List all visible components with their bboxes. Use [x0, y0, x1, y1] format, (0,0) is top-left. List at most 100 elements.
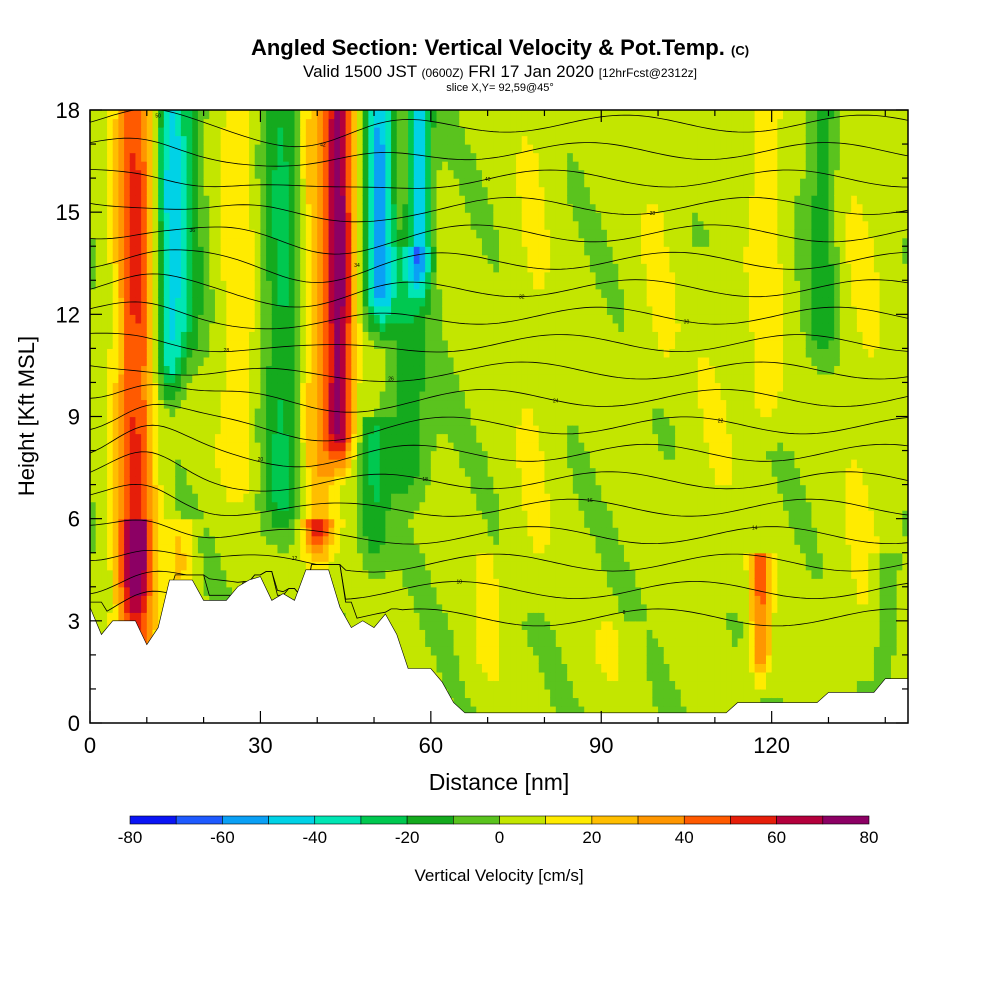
velocity-cell — [328, 220, 335, 230]
velocity-cell — [368, 212, 375, 222]
velocity-cell — [408, 110, 415, 120]
velocity-cell — [163, 144, 171, 154]
velocity-cell — [260, 169, 267, 179]
velocity-cell — [442, 433, 449, 443]
velocity-cell — [101, 399, 108, 409]
velocity-cell — [237, 467, 244, 477]
velocity-cell — [220, 246, 227, 256]
velocity-cell — [328, 569, 335, 579]
velocity-cell — [175, 246, 182, 256]
velocity-cell — [476, 407, 483, 418]
velocity-cell — [368, 356, 375, 367]
velocity-cell — [197, 212, 205, 222]
velocity-cell — [442, 237, 449, 247]
velocity-cell — [197, 382, 205, 392]
velocity-cell — [459, 339, 466, 349]
velocity-cell — [334, 450, 341, 460]
velocity-cell — [249, 518, 256, 528]
velocity-cell — [436, 373, 443, 384]
velocity-cell — [345, 305, 352, 315]
velocity-cell — [101, 237, 108, 247]
velocity-cell — [339, 271, 347, 281]
velocity-cell — [362, 578, 369, 588]
velocity-cell — [294, 195, 301, 205]
velocity-cell — [391, 263, 398, 273]
velocity-cell — [453, 297, 460, 307]
velocity-cell — [118, 152, 125, 162]
velocity-cell — [288, 203, 296, 213]
velocity-cell — [90, 544, 97, 554]
velocity-cell — [271, 195, 279, 205]
velocity-cell — [425, 535, 432, 545]
velocity-cell — [334, 493, 341, 503]
velocity-cell — [243, 382, 250, 392]
velocity-cell — [214, 561, 222, 571]
velocity-cell — [402, 271, 409, 281]
velocity-cell — [339, 501, 347, 511]
velocity-cell — [158, 161, 165, 171]
velocity-cell — [402, 612, 409, 622]
velocity-cell — [294, 493, 301, 503]
velocity-cell — [266, 484, 273, 494]
velocity-cell — [453, 178, 460, 188]
velocity-cell — [436, 637, 443, 647]
velocity-cell — [169, 229, 176, 239]
velocity-cell — [447, 390, 455, 401]
velocity-cell — [192, 527, 199, 537]
velocity-cell — [203, 510, 210, 520]
velocity-cell — [379, 586, 386, 596]
velocity-cell — [283, 314, 290, 324]
velocity-cell — [277, 416, 284, 426]
velocity-cell — [169, 178, 176, 188]
velocity-cell — [232, 297, 239, 307]
velocity-cell — [271, 552, 279, 562]
velocity-cell — [260, 237, 267, 247]
velocity-cell — [328, 118, 335, 128]
velocity-cell — [300, 212, 307, 222]
velocity-cell — [152, 365, 159, 375]
velocity-cell — [209, 203, 216, 213]
velocity-cell — [175, 288, 182, 298]
velocity-cell — [288, 518, 296, 528]
velocity-cell — [453, 603, 460, 613]
velocity-cell — [396, 569, 404, 579]
velocity-cell — [385, 459, 392, 469]
velocity-cell — [192, 493, 199, 503]
velocity-cell — [453, 271, 460, 281]
velocity-cell — [356, 212, 364, 222]
velocity-cell — [254, 382, 262, 392]
velocity-cell — [339, 552, 347, 562]
velocity-cell — [413, 331, 421, 341]
velocity-cell — [476, 493, 483, 503]
velocity-cell — [271, 518, 279, 528]
velocity-cell — [442, 595, 449, 605]
velocity-cell — [453, 135, 460, 145]
velocity-cell — [175, 425, 182, 435]
velocity-cell — [470, 552, 477, 562]
velocity-cell — [260, 118, 267, 128]
velocity-cell — [436, 399, 443, 409]
velocity-cell — [413, 416, 421, 426]
velocity-cell — [95, 331, 102, 341]
velocity-cell — [283, 467, 290, 477]
velocity-cell — [408, 569, 415, 579]
velocity-cell — [249, 382, 256, 392]
velocity-cell — [402, 237, 409, 247]
velocity-cell — [197, 544, 205, 554]
velocity-cell — [249, 178, 256, 188]
velocity-cell — [141, 237, 148, 247]
velocity-cell — [107, 152, 114, 162]
velocity-cell — [351, 339, 358, 349]
velocity-cell — [419, 595, 426, 605]
velocity-cell — [464, 459, 472, 469]
velocity-cell — [220, 425, 227, 435]
velocity-cell — [277, 518, 284, 528]
velocity-cell — [118, 552, 125, 562]
velocity-cell — [459, 178, 466, 188]
velocity-cell — [203, 263, 210, 273]
velocity-cell — [95, 569, 102, 579]
velocity-cell — [300, 110, 307, 120]
velocity-cell — [237, 237, 244, 247]
velocity-cell — [203, 314, 210, 324]
velocity-cell — [186, 476, 193, 486]
